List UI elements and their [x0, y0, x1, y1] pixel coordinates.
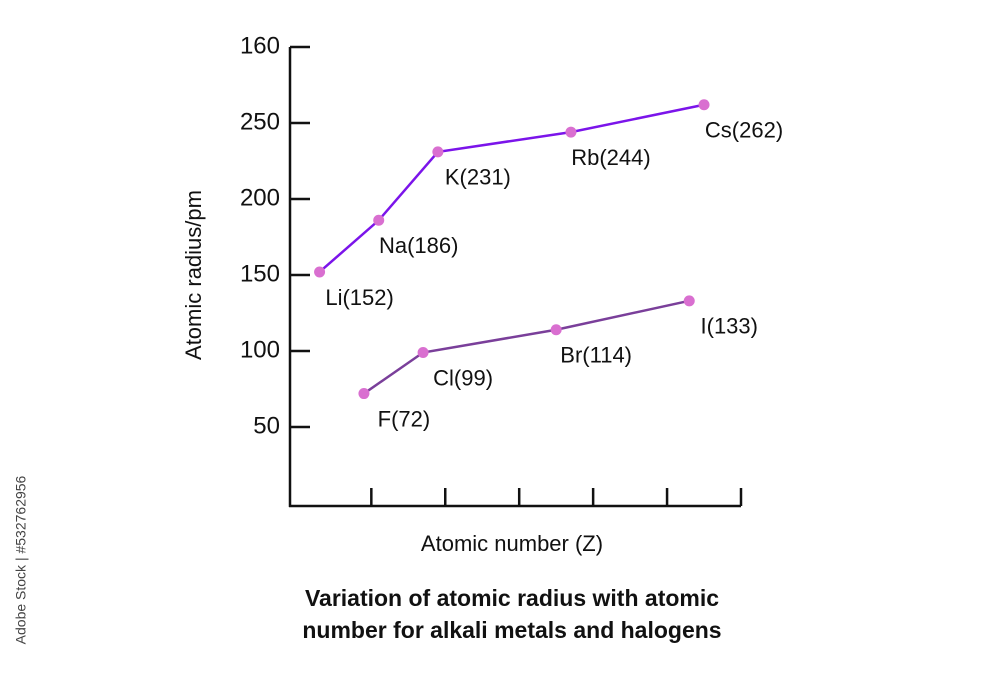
- series-line: [363, 299, 690, 395]
- data-point: [373, 214, 385, 226]
- y-tick-label: 200: [240, 184, 280, 211]
- data-point: [698, 99, 710, 111]
- watermark: Adobe Stock | #532762956: [13, 475, 29, 644]
- data-point: [417, 347, 429, 359]
- data-label: Cs(262): [705, 118, 783, 143]
- data-label: F(72): [378, 406, 431, 431]
- y-tick-label: 250: [240, 108, 280, 135]
- data-point: [550, 324, 562, 336]
- data-point: [683, 295, 695, 307]
- data-label: Li(152): [325, 285, 393, 310]
- data-label: Rb(244): [571, 145, 650, 170]
- y-tick-label: 100: [240, 336, 280, 363]
- data-label: I(133): [701, 314, 758, 339]
- x-axis-label: Atomic number (Z): [421, 531, 603, 556]
- data-point: [432, 146, 444, 158]
- data-point: [565, 126, 577, 138]
- data-label: Br(114): [560, 343, 632, 368]
- data-point: [314, 266, 326, 278]
- y-axis-label: Atomic radius/pm: [181, 190, 206, 360]
- y-tick-label: 150: [240, 260, 280, 287]
- y-tick-label: 160: [240, 32, 280, 59]
- chart-title: number for alkali metals and halogens: [302, 617, 721, 643]
- y-tick-label: 50: [253, 412, 280, 439]
- data-label: Cl(99): [433, 365, 493, 390]
- data-label: K(231): [445, 165, 511, 190]
- series-line: [318, 103, 705, 273]
- chart-title: Variation of atomic radius with atomic: [305, 585, 719, 611]
- data-point: [358, 388, 370, 400]
- data-label: Na(186): [379, 233, 458, 258]
